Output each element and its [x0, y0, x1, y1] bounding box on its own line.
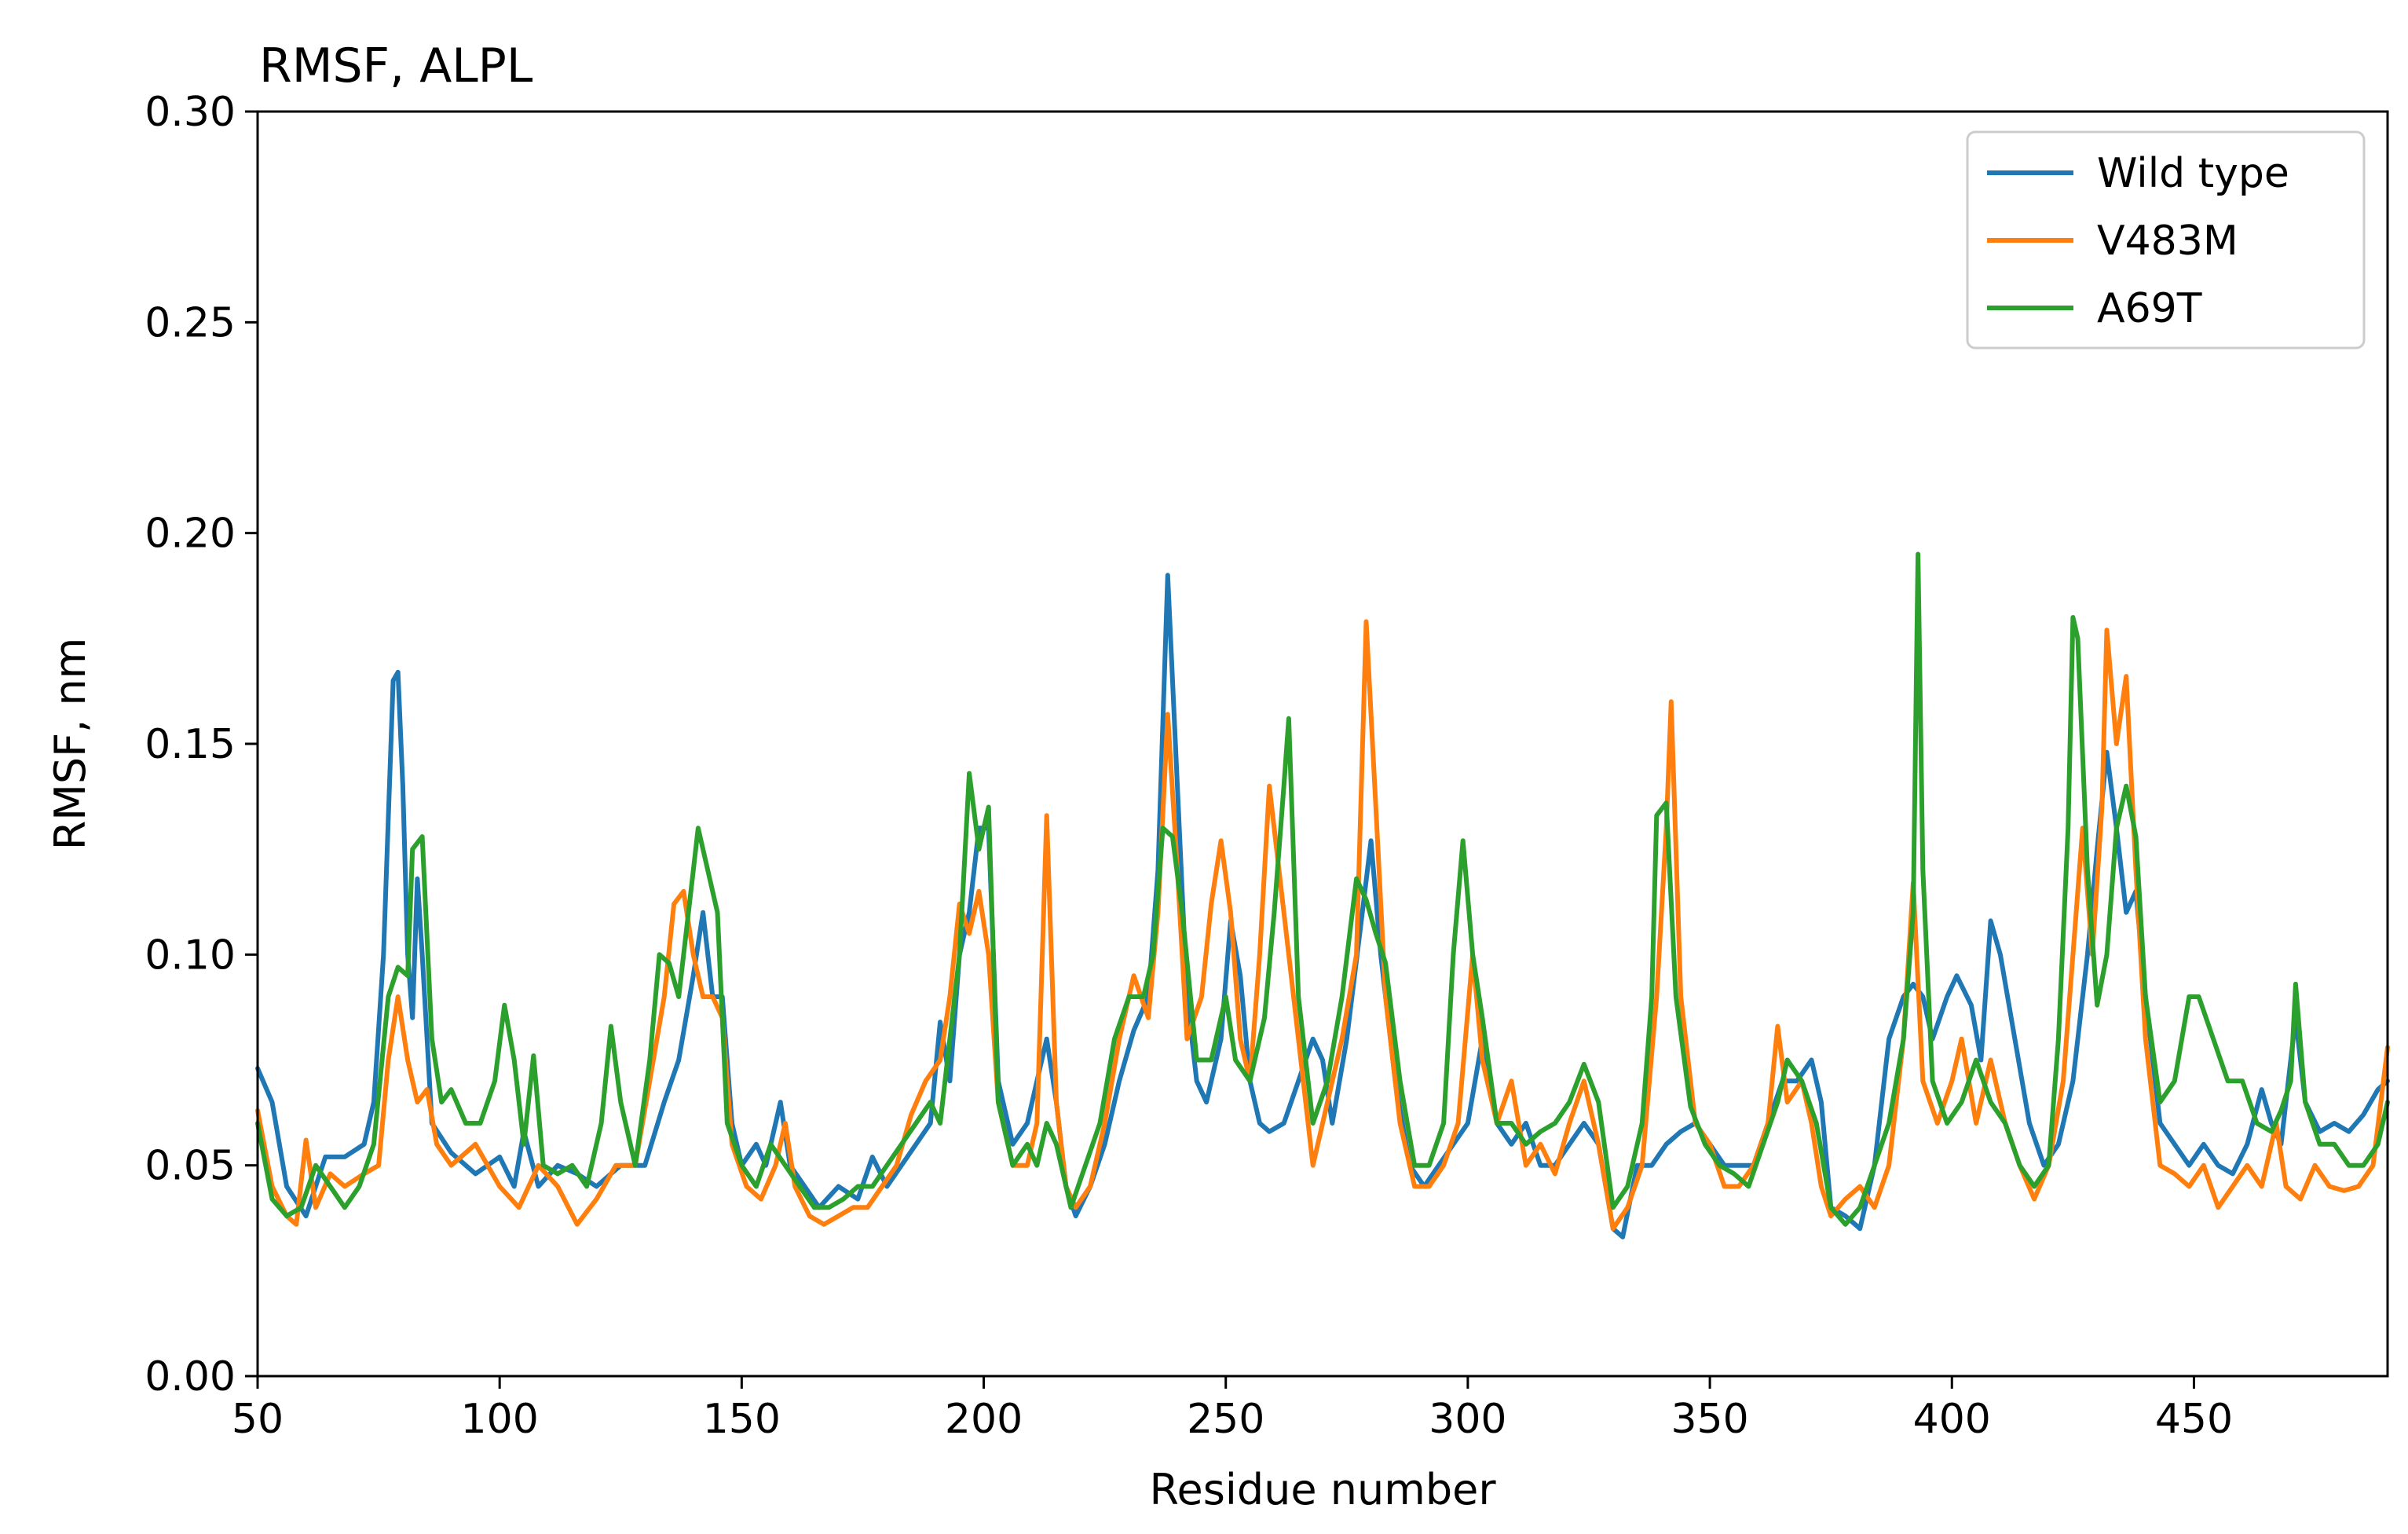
x-tick-label: 100 — [461, 1396, 539, 1443]
x-tick-label: 200 — [945, 1396, 1023, 1443]
legend-label-0: Wild type — [2097, 150, 2289, 197]
legend-frame — [1966, 130, 2366, 350]
y-tick-label: 0.25 — [145, 299, 236, 346]
x-tick-label: 400 — [1913, 1396, 1991, 1443]
y-tick-label: 0.00 — [145, 1353, 236, 1400]
y-tick-label: 0.05 — [145, 1143, 236, 1190]
y-axis-ticks: 0.00 0.05 0.10 0.15 0.20 0.25 0.30 — [145, 89, 258, 1400]
y-tick-label: 0.10 — [145, 932, 236, 979]
y-tick-label: 0.30 — [145, 89, 236, 136]
y-tick-label: 0.15 — [145, 721, 236, 768]
chart-title: RMSF, ALPL — [259, 38, 533, 93]
y-axis-label: RMSF, nm — [46, 638, 95, 851]
x-tick-label: 50 — [232, 1396, 284, 1443]
legend-label-1: V483M — [2097, 218, 2238, 265]
x-axis-label: Residue number — [1149, 1465, 1496, 1514]
x-tick-label: 250 — [1187, 1396, 1264, 1443]
x-axis-ticks: 50 100 150 200 250 300 350 400 450 — [232, 1376, 2233, 1443]
y-tick-label: 0.20 — [145, 511, 236, 558]
series-line-1 — [255, 619, 2390, 1232]
series-line-2 — [255, 551, 2390, 1227]
legend: Wild type V483M A69T — [1966, 130, 2366, 350]
legend-label-2: A69T — [2097, 285, 2202, 332]
series-line-0 — [255, 573, 2390, 1239]
series-layer — [255, 551, 2390, 1239]
x-tick-label: 350 — [1671, 1396, 1748, 1443]
x-tick-label: 150 — [703, 1396, 781, 1443]
x-tick-label: 450 — [2155, 1396, 2233, 1443]
x-tick-label: 300 — [1429, 1396, 1506, 1443]
